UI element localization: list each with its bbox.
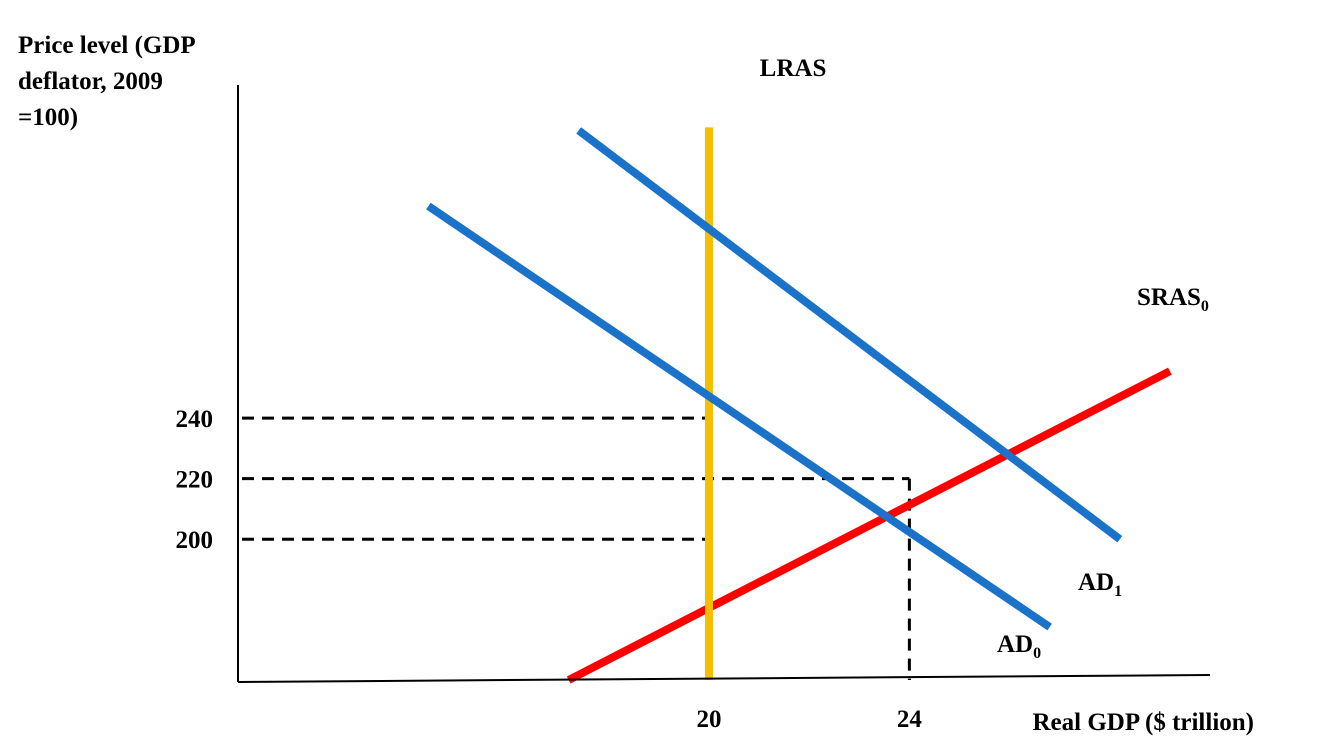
y-tick-240: 240 bbox=[176, 406, 214, 433]
x-tick-24: 24 bbox=[897, 706, 923, 733]
x-axis-title: Real GDP ($ trillion) bbox=[1033, 709, 1255, 736]
y-axis-title: Price level (GDP deflator, 2009 =100) bbox=[18, 32, 195, 131]
y-tick-220: 220 bbox=[176, 467, 214, 494]
x-axis bbox=[237, 674, 1211, 683]
curve-label-ad1: AD1 bbox=[1078, 569, 1122, 600]
curve-label-ad0: AD0 bbox=[997, 631, 1041, 662]
y-tick-200: 200 bbox=[176, 527, 214, 554]
x-tick-20: 20 bbox=[696, 706, 721, 733]
curve-label-lras: LRAS bbox=[760, 55, 827, 82]
curve-label-sras0: SRAS0 bbox=[1137, 284, 1209, 315]
curve-ad1 bbox=[576, 127, 1123, 543]
curve-sras0 bbox=[566, 367, 1172, 684]
curve-ad0 bbox=[426, 202, 1052, 631]
